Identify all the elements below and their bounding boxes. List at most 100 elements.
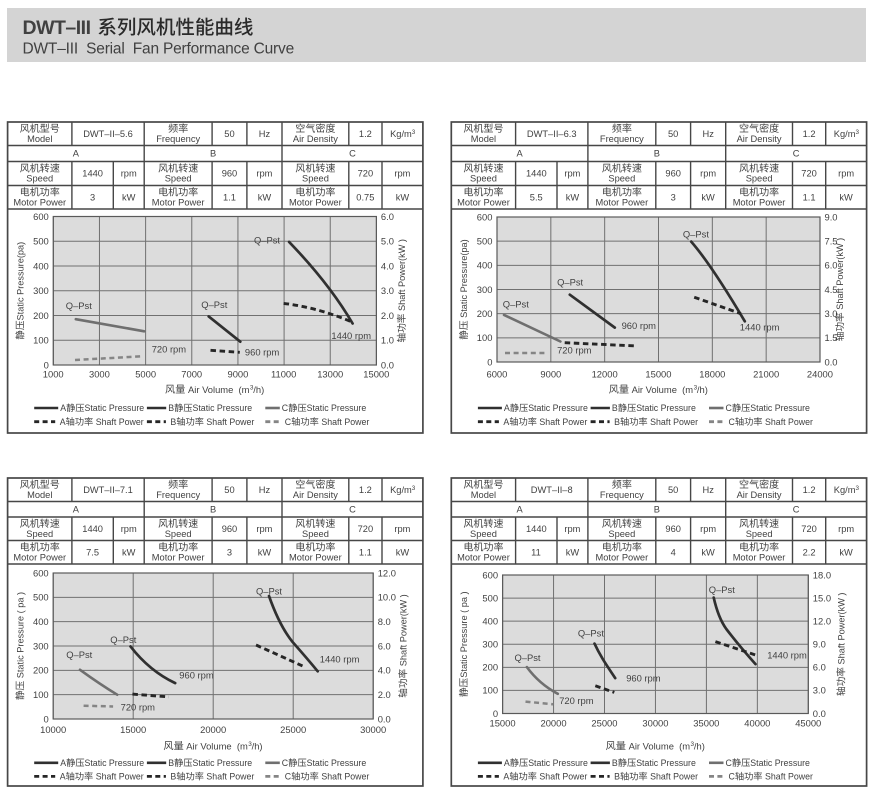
svg-text:0: 0: [44, 713, 49, 724]
svg-text:A: A: [73, 505, 80, 515]
svg-text:1.1: 1.1: [803, 193, 816, 203]
svg-text:30000: 30000: [360, 724, 386, 735]
svg-text:Kg/m: Kg/m: [390, 485, 412, 495]
svg-text:21000: 21000: [753, 368, 779, 379]
svg-text:25000: 25000: [591, 717, 617, 728]
svg-text:7.5: 7.5: [86, 548, 99, 558]
svg-text:Shaft Power: Shaft Power: [648, 772, 698, 782]
svg-text:1000: 1000: [43, 368, 64, 379]
svg-text:Static Pressure: Static Pressure: [307, 403, 367, 413]
svg-text:9000: 9000: [540, 368, 561, 379]
svg-text:Air Density: Air Density: [737, 134, 782, 144]
svg-text:3: 3: [412, 485, 416, 492]
svg-text:Model: Model: [27, 134, 52, 144]
svg-text:600: 600: [477, 211, 493, 222]
svg-text:0: 0: [44, 359, 49, 370]
svg-text:720: 720: [801, 524, 817, 534]
svg-text:1.2: 1.2: [803, 485, 816, 495]
svg-text:960: 960: [665, 524, 681, 534]
svg-text:2.2: 2.2: [803, 548, 816, 558]
svg-text:400: 400: [33, 616, 49, 627]
svg-text:B: B: [170, 417, 176, 427]
svg-text:400: 400: [477, 260, 493, 271]
svg-text:Shaft Power: Shaft Power: [319, 772, 369, 782]
svg-text:rpm: rpm: [121, 524, 137, 534]
svg-text:12.0: 12.0: [378, 567, 396, 578]
svg-text:Shaft Power: Shaft Power: [93, 417, 143, 427]
svg-text:kW: kW: [566, 548, 580, 558]
svg-text:Speed: Speed: [470, 174, 497, 184]
svg-text:3: 3: [90, 193, 95, 203]
svg-text:3: 3: [248, 741, 252, 748]
svg-text:Shaft Power: Shaft Power: [763, 772, 813, 782]
svg-text:rpm: rpm: [700, 169, 716, 179]
svg-text:/h): /h): [252, 740, 263, 751]
svg-text:2.0: 2.0: [378, 689, 391, 700]
svg-text:Static Pressure: Static Pressure: [750, 758, 810, 768]
svg-text:rpm: rpm: [700, 524, 716, 534]
svg-text:A: A: [517, 505, 524, 515]
svg-text:Shaft Power(kW ): Shaft Power(kW ): [397, 239, 407, 314]
svg-text:kW: kW: [839, 193, 853, 203]
svg-text:Frequency: Frequency: [156, 134, 200, 144]
svg-text:Q–Pst: Q–Pst: [110, 634, 136, 645]
svg-text:B: B: [614, 772, 620, 782]
svg-text:Q–Pst: Q–Pst: [256, 585, 282, 596]
svg-text:Motor Power: Motor Power: [13, 553, 66, 563]
svg-text:C: C: [793, 505, 800, 515]
svg-text:/h): /h): [697, 384, 708, 395]
svg-text:2.0: 2.0: [381, 310, 394, 321]
svg-text:C: C: [282, 758, 289, 768]
svg-text:3: 3: [691, 741, 695, 748]
svg-text:1.5: 1.5: [825, 332, 838, 343]
svg-text:rpm: rpm: [256, 524, 272, 534]
svg-text:12.0: 12.0: [813, 616, 831, 627]
svg-text:C: C: [349, 505, 356, 515]
svg-text:11000: 11000: [271, 368, 296, 379]
svg-text:720: 720: [801, 169, 817, 179]
svg-text:Hz: Hz: [703, 485, 715, 495]
svg-text:A: A: [503, 772, 509, 782]
svg-text:720 rpm: 720 rpm: [121, 701, 156, 712]
svg-text:6000: 6000: [487, 368, 508, 379]
svg-text:Motor Power: Motor Power: [289, 198, 342, 208]
svg-text:10.0: 10.0: [378, 592, 396, 603]
svg-text:0.75: 0.75: [356, 193, 374, 203]
svg-text:Motor Power: Motor Power: [596, 553, 649, 563]
svg-text:3: 3: [856, 485, 860, 492]
svg-text:Q–Pst: Q–Pst: [515, 652, 541, 663]
svg-text:30000: 30000: [642, 717, 668, 728]
svg-text:9000: 9000: [228, 368, 249, 379]
svg-text:Static Pressure ( pa ): Static Pressure ( pa ): [459, 591, 469, 677]
svg-text:A: A: [60, 758, 66, 768]
svg-text:Motor Power: Motor Power: [733, 553, 786, 563]
svg-text:1440: 1440: [526, 524, 547, 534]
svg-text:100: 100: [33, 689, 49, 700]
svg-text:C: C: [729, 772, 736, 782]
svg-text:B: B: [210, 149, 216, 159]
svg-text:Static Pressure: Static Pressure: [307, 758, 367, 768]
svg-text:kW: kW: [701, 193, 715, 203]
svg-text:Model: Model: [471, 134, 496, 144]
svg-text:rpm: rpm: [564, 169, 580, 179]
svg-text:Motor Power: Motor Power: [457, 198, 510, 208]
svg-text:C: C: [729, 417, 736, 427]
svg-text:Speed: Speed: [26, 174, 53, 184]
svg-text:7.5: 7.5: [825, 236, 838, 247]
svg-text:4.5: 4.5: [825, 284, 838, 295]
svg-text:A: A: [504, 403, 510, 413]
svg-text:Motor Power: Motor Power: [289, 553, 342, 563]
svg-text:100: 100: [33, 335, 49, 346]
svg-text:3: 3: [856, 129, 860, 136]
svg-text:Motor Power: Motor Power: [152, 198, 205, 208]
svg-text:9.0: 9.0: [825, 211, 838, 222]
svg-text:Q–Pst: Q–Pst: [201, 299, 227, 310]
svg-text:7000: 7000: [181, 368, 202, 379]
svg-text:3: 3: [227, 548, 232, 558]
svg-text:Speed: Speed: [302, 529, 329, 539]
svg-text:3.0: 3.0: [825, 308, 838, 319]
svg-text:45000: 45000: [795, 717, 821, 728]
svg-text:A: A: [60, 772, 66, 782]
svg-text:Static Pressure: Static Pressure: [528, 758, 588, 768]
svg-text:35000: 35000: [693, 717, 719, 728]
